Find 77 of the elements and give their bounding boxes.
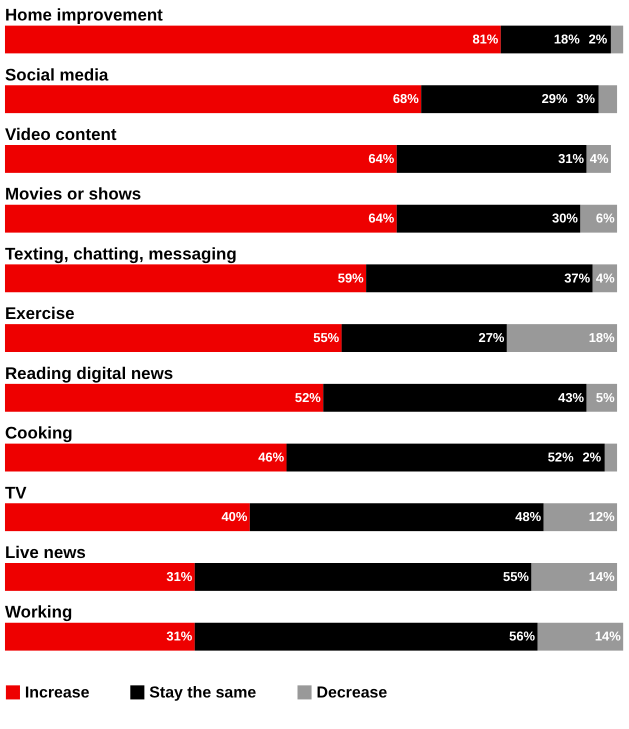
y-tick-label: Texting, chatting, messaging: [4, 244, 237, 264]
bar: [342, 324, 507, 352]
bar: [4, 204, 397, 233]
data-label: 31%: [166, 628, 193, 644]
y-tick-label: Reading digital news: [4, 364, 174, 383]
data-label: 46%: [258, 449, 285, 464]
data-label: 31%: [558, 150, 585, 166]
bar: [4, 503, 250, 532]
data-label: 56%: [509, 628, 536, 644]
data-label: 6%: [596, 210, 616, 226]
bar: [4, 264, 366, 292]
legend-label: Decrease: [316, 684, 388, 702]
bar: [598, 85, 618, 114]
bar: [580, 204, 618, 233]
bar: [537, 622, 624, 651]
bar: [396, 144, 586, 173]
bar: [4, 622, 195, 651]
data-label: 52%: [548, 449, 574, 464]
bar: [4, 444, 287, 472]
data-label: 4%: [590, 150, 609, 166]
y-tick-label: Exercise: [4, 304, 75, 324]
data-label: 37%: [564, 270, 591, 286]
data-label: 48%: [515, 509, 542, 524]
bar: [4, 85, 422, 114]
data-label: 29%: [542, 91, 568, 106]
data-label: 43%: [558, 390, 585, 405]
bar: [421, 85, 599, 114]
y-tick-label: Cooking: [4, 424, 73, 443]
data-label: 31%: [166, 568, 193, 584]
data-label: 4%: [596, 270, 616, 286]
bar: [4, 324, 342, 352]
data-label: 18%: [554, 31, 580, 46]
data-label: 68%: [392, 91, 420, 106]
data-label: 81%: [472, 31, 499, 46]
bar: [604, 444, 618, 472]
bar: [544, 503, 618, 532]
bar: [396, 204, 580, 233]
y-tick-label: Live news: [4, 543, 86, 562]
y-tick-label: Video content: [4, 125, 117, 144]
bar: [366, 264, 593, 292]
data-label: 5%: [596, 390, 616, 405]
legend-label: Stay the same: [149, 684, 256, 702]
data-label: 2%: [582, 449, 602, 464]
data-label: 3%: [576, 91, 596, 106]
bar: [531, 563, 618, 591]
data-label: 14%: [594, 628, 622, 644]
bar: [250, 503, 544, 532]
data-label: 40%: [221, 509, 248, 524]
bar: [194, 563, 532, 591]
bar: [506, 324, 618, 352]
data-label: 64%: [368, 210, 395, 226]
bar: [500, 26, 611, 54]
bar: [286, 444, 605, 472]
bar: [194, 622, 538, 651]
data-label: 27%: [478, 330, 505, 346]
bar: [4, 144, 397, 173]
y-tick-label: Social media: [4, 65, 109, 84]
legend-label: Increase: [24, 684, 90, 702]
bar: [4, 563, 195, 591]
data-label: 55%: [503, 568, 530, 584]
data-label: 64%: [368, 150, 395, 166]
data-label: 30%: [552, 210, 578, 226]
data-label: 14%: [588, 568, 616, 584]
y-tick-label: Home improvement: [4, 6, 164, 25]
y-tick-label: Movies or shows: [4, 184, 142, 204]
y-tick-label: TV: [4, 483, 28, 502]
data-label: 59%: [338, 270, 364, 286]
data-label: 55%: [313, 330, 340, 346]
bar: [323, 384, 586, 412]
bar: [4, 26, 501, 54]
bar: [4, 384, 324, 412]
data-label: 18%: [588, 330, 616, 346]
y-tick-label: Working: [4, 602, 72, 622]
data-label: 12%: [588, 509, 616, 524]
bar: [610, 26, 624, 54]
data-label: 52%: [294, 390, 322, 405]
data-label: 2%: [588, 31, 608, 46]
